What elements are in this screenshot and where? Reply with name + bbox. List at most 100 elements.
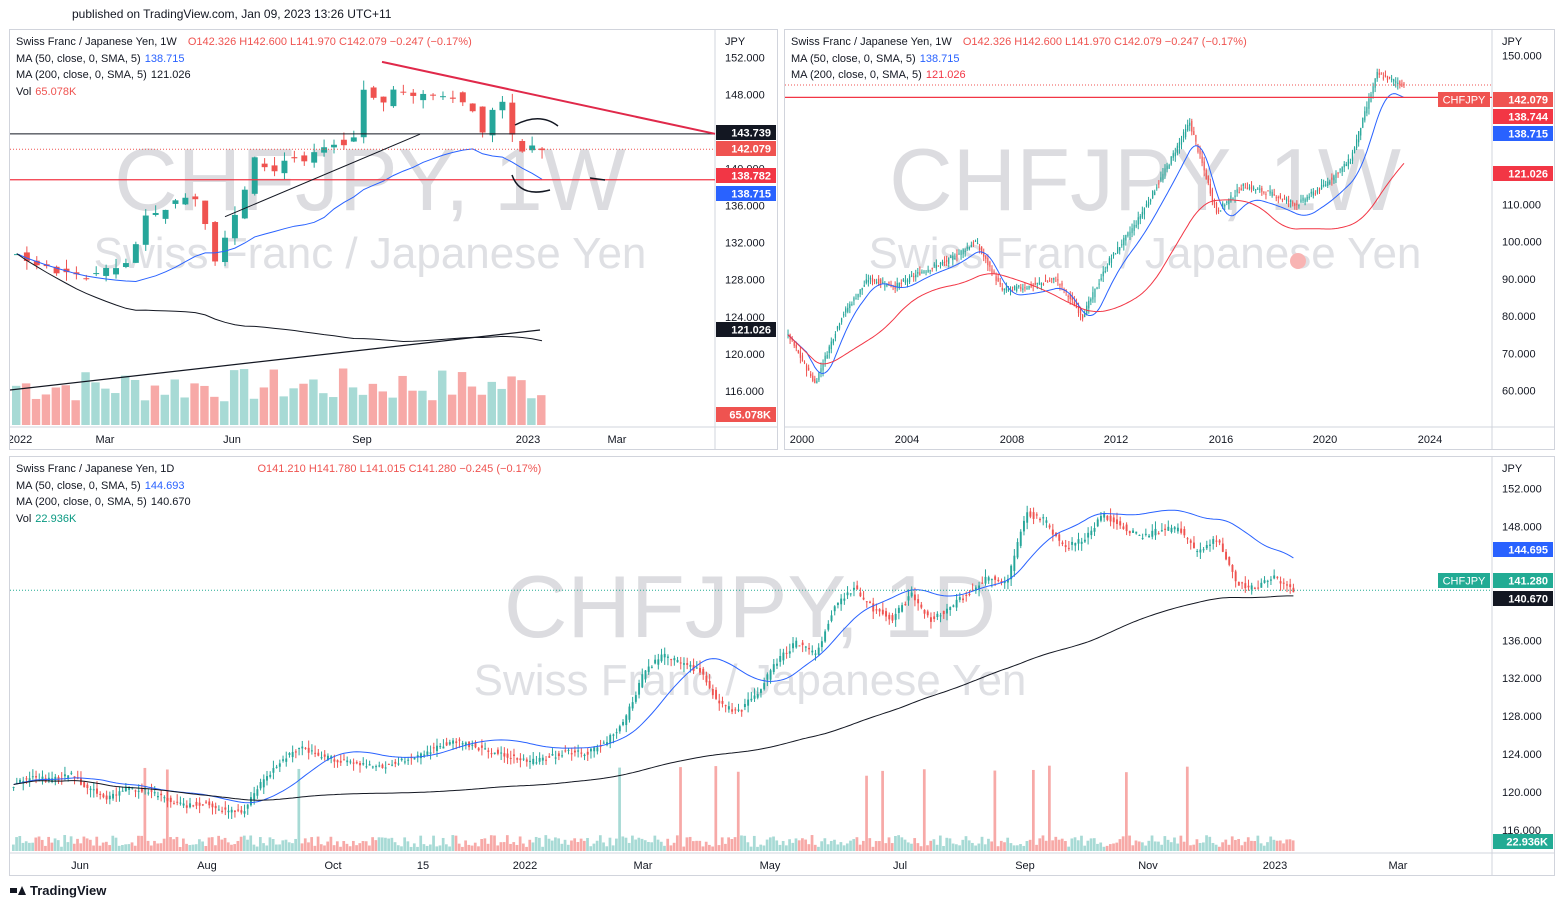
volume-bar <box>326 841 330 851</box>
candle <box>1333 175 1335 181</box>
time-tick-label: 2000 <box>790 434 814 446</box>
candle <box>1237 581 1240 586</box>
candle <box>1143 208 1146 215</box>
volume-bar <box>339 846 342 851</box>
volume-bar <box>220 401 229 425</box>
volume-bar <box>477 394 487 425</box>
candle <box>872 603 875 612</box>
volume-bar <box>172 839 176 851</box>
volume-bar <box>489 835 493 851</box>
candle <box>1247 585 1250 588</box>
candle <box>390 89 397 107</box>
candle <box>589 748 592 752</box>
price-tick-label: 124.000 <box>725 312 765 324</box>
marker-dot <box>1290 253 1306 269</box>
candle <box>1225 551 1228 560</box>
volume-bar <box>18 835 22 851</box>
volume-bar <box>631 835 634 851</box>
volume-bar <box>310 837 314 851</box>
candle <box>1213 200 1216 205</box>
candle <box>1149 199 1152 202</box>
volume-bar <box>1096 843 1099 851</box>
candle <box>1007 288 1010 291</box>
volume-bar <box>377 837 381 851</box>
candle <box>822 364 824 371</box>
candle <box>1325 184 1327 186</box>
volume-bar <box>1288 839 1292 851</box>
volume-bar <box>765 839 769 851</box>
candle <box>1230 195 1232 202</box>
candle <box>430 94 437 96</box>
candle <box>1269 190 1271 194</box>
volume-bar <box>329 397 338 425</box>
volume-bar <box>269 369 279 425</box>
volume-bar <box>422 844 426 851</box>
candle <box>1266 580 1269 582</box>
volume-bar <box>874 841 878 851</box>
candle <box>904 279 907 283</box>
candle <box>1353 147 1356 154</box>
legend: Swiss Franc / Japanese Yen, 1W O142.326 … <box>16 34 472 100</box>
volume-bar <box>650 842 654 851</box>
candle <box>551 754 554 756</box>
price-tag: 65.078K <box>729 410 771 422</box>
candle <box>974 240 977 242</box>
candle <box>756 694 759 698</box>
candle <box>1290 200 1292 202</box>
candle <box>1316 189 1319 193</box>
candle <box>1026 288 1028 290</box>
candle <box>933 264 935 266</box>
chart-panel-weekly-full[interactable]: CHFJPY, 1W Swiss Franc / Japanese Yen JPY 1… <box>784 29 1555 450</box>
candle <box>132 244 139 263</box>
annotation-arc-top <box>514 118 559 127</box>
candle <box>1172 153 1174 158</box>
candle <box>282 759 284 761</box>
volume-bar <box>294 838 297 851</box>
candle <box>436 745 438 752</box>
volume-bar <box>714 766 718 851</box>
candle <box>972 242 975 245</box>
volume-bar <box>608 837 612 851</box>
candle <box>271 165 278 172</box>
candle <box>1205 545 1208 549</box>
candle <box>1347 159 1349 167</box>
volume-bar <box>146 840 150 851</box>
candle <box>1263 191 1265 193</box>
volume-bar <box>727 837 730 851</box>
candle <box>272 768 275 773</box>
candle <box>820 368 822 373</box>
volume-bar <box>983 844 987 851</box>
candle <box>251 157 258 194</box>
volume-bar <box>72 843 76 851</box>
candle <box>743 704 746 708</box>
chart-panel-weekly-zoom[interactable]: CHFJPY, 1W Swiss Franc / Japanese Yen JPY 1… <box>9 29 778 450</box>
volume-bar <box>230 844 233 851</box>
volume-bar <box>255 846 259 851</box>
candle <box>955 599 958 608</box>
candle <box>185 805 188 808</box>
candle <box>557 753 560 757</box>
tradingview-brand[interactable]: TradingView <box>10 883 106 898</box>
candle <box>1195 135 1197 142</box>
candle <box>1372 86 1374 94</box>
candle <box>301 155 308 162</box>
candle <box>894 285 896 289</box>
candle <box>397 763 400 765</box>
volume-bar <box>265 845 269 851</box>
chart-panel-daily[interactable]: CHFJPY, 1D Swiss Franc / Japanese Yen JPY 1… <box>9 456 1555 876</box>
volume-bar <box>1176 843 1180 851</box>
volume-bar <box>1230 836 1234 851</box>
volume-bar <box>861 840 865 851</box>
candle <box>711 689 714 696</box>
volume-bar <box>637 837 641 851</box>
time-tick-label: Jun <box>223 434 241 446</box>
candle <box>875 609 878 611</box>
candle <box>976 242 979 244</box>
volume-bar <box>916 843 920 851</box>
candle <box>1135 224 1137 227</box>
candle <box>628 706 631 720</box>
candle <box>1090 298 1092 302</box>
